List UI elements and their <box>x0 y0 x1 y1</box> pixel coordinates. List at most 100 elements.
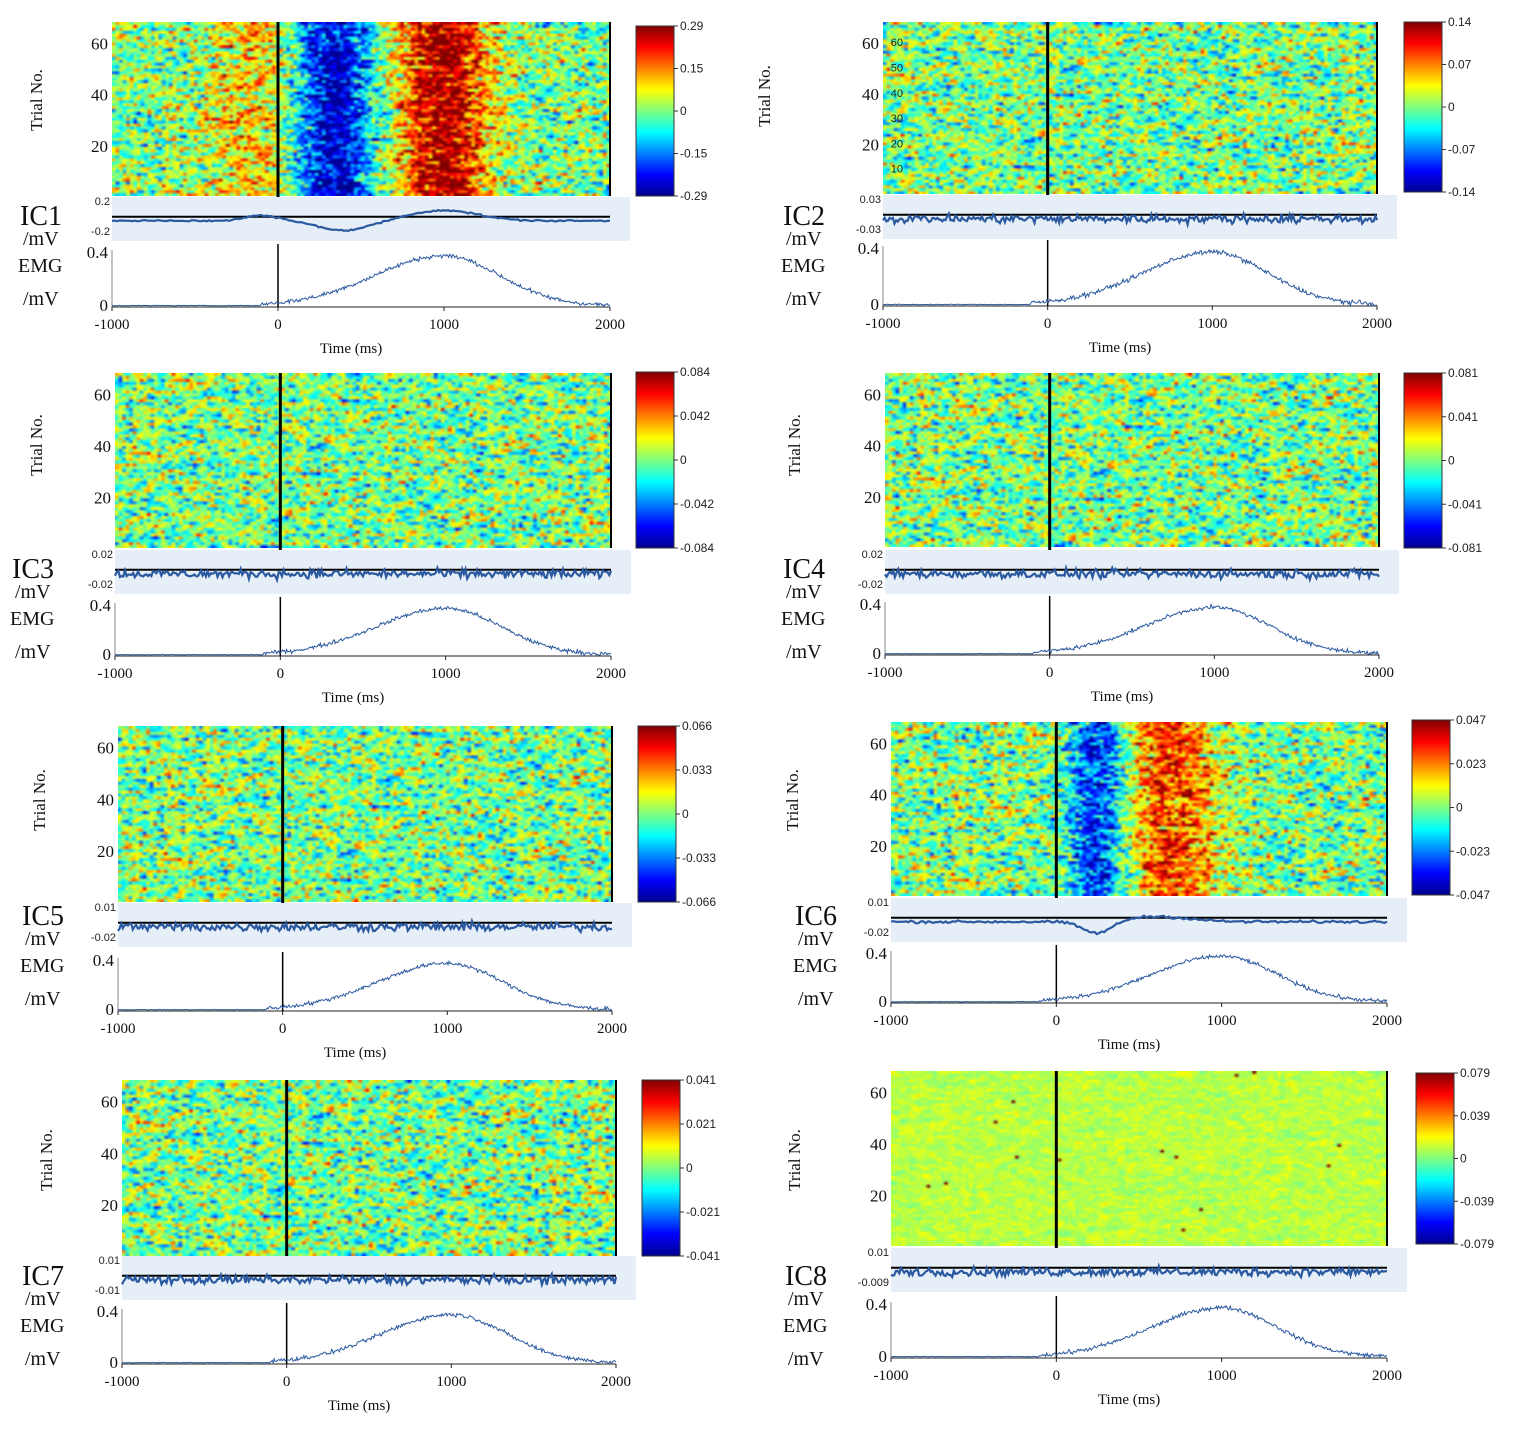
time-tick-label: -1000 <box>95 317 130 333</box>
time-axis-label: Time (ms) <box>320 341 382 357</box>
component-label: IC5 <box>22 901 64 932</box>
time-tick-label: 1000 <box>431 666 461 682</box>
time-tick-label: 1000 <box>432 1021 462 1037</box>
trial-axis-label: Trial No. <box>783 769 802 831</box>
erp-tick-label: 0.01 <box>99 1255 120 1267</box>
erp-tick-label: -0.02 <box>91 932 116 944</box>
trial-tick-label: 60 <box>870 1084 887 1103</box>
emg-tick-label: 0 <box>873 644 882 663</box>
colorbar-tick-label: 0 <box>680 453 687 467</box>
panel-ic6: Trial No. 60 40 20 0.047 0.023 0 -0.023 -0.047 0.… <box>783 713 1490 1053</box>
time-tick-label: 0 <box>1044 316 1052 332</box>
colorbar-tick-label: -0.081 <box>1448 541 1482 555</box>
emg-label: EMG <box>781 255 825 277</box>
colorbar-tick-label: 0 <box>1460 1152 1467 1166</box>
erp-tick-label: 0.02 <box>862 549 883 561</box>
panel-ic8: Trial No. 60 40 20 0.079 0.039 0 -0.039 -0.079 0.… <box>783 1066 1494 1408</box>
erp-background <box>883 195 1397 239</box>
time-tick-label: 0 <box>1053 1013 1061 1029</box>
erp-tick-label: 0.01 <box>868 1247 889 1259</box>
time-tick-label: 2000 <box>1364 665 1394 681</box>
colorbar <box>1403 21 1443 193</box>
colorbar-tick-label: 0.066 <box>682 719 712 733</box>
emg-tick-label: 0 <box>879 1347 888 1366</box>
emg-tick-label: 0 <box>106 1000 115 1019</box>
trial-axis-label: Trial No. <box>27 69 46 131</box>
emg-trace <box>117 960 613 1012</box>
colorbar-tick-label: -0.039 <box>1460 1194 1494 1208</box>
trial-tick-label: 60 <box>97 739 114 758</box>
trial-axis-label: Trial No. <box>30 769 49 831</box>
colorbar-tick-label: 0 <box>1448 454 1455 468</box>
time-tick-label: 0 <box>283 1374 291 1390</box>
trial-axis-label: Trial No. <box>785 1129 804 1191</box>
emg-tick-label: 0.4 <box>90 596 112 615</box>
panel-ic2: Trial No. 60 40 20 60 50 40 30 20 10 0.14 0.07 0 -0.0… <box>755 15 1476 356</box>
colorbar-tick-label: -0.066 <box>682 895 716 909</box>
erp-tick-label: -0.02 <box>88 579 113 591</box>
colorbar-tick-label: -0.15 <box>680 147 708 161</box>
trial-heatmap <box>885 373 1379 547</box>
colorbar-tick-label: -0.033 <box>682 851 716 865</box>
colorbar <box>641 1079 681 1257</box>
time-tick-label: 2000 <box>595 317 625 333</box>
erp-tick-label: 0.01 <box>868 897 889 909</box>
trial-heatmap <box>122 1080 616 1256</box>
erp-trace <box>121 1270 618 1289</box>
emg-unit-label: /mV <box>798 988 834 1010</box>
time-tick-label: 0 <box>277 666 285 682</box>
time-axis-label: Time (ms) <box>1091 689 1153 705</box>
erp-trace <box>114 564 613 584</box>
emg-unit-label: /mV <box>786 288 822 310</box>
panel-ic3: Trial No. 60 40 20 0.084 0.042 0 -0.042 -0.084 0.… <box>10 365 714 706</box>
emg-unit-label: /mV <box>786 641 822 663</box>
colorbar <box>1403 372 1443 549</box>
trial-tick-label: 40 <box>101 1144 118 1163</box>
time-axis-label: Time (ms) <box>1089 340 1151 356</box>
colorbar-tick-label: 0 <box>1456 801 1463 815</box>
trial-axis-label: Trial No. <box>785 414 804 476</box>
colorbar-tick-label: 0.29 <box>680 19 704 33</box>
time-tick-label: -1000 <box>866 316 901 332</box>
panel-ic5: Trial No. 60 40 20 0.066 0.033 0 -0.033 -0.066 0.… <box>20 719 716 1061</box>
trial-tick-label: 20 <box>870 837 887 856</box>
erp-tick-label: 0.02 <box>92 549 113 561</box>
component-label: IC6 <box>795 901 837 932</box>
trial-tick-label: 40 <box>862 85 879 104</box>
emg-tick-label: 0 <box>879 992 888 1011</box>
time-tick-label: 2000 <box>1372 1368 1402 1384</box>
component-label: IC1 <box>20 201 62 232</box>
component-unit-label: /mV <box>23 228 59 250</box>
time-tick-label: 1000 <box>429 317 459 333</box>
trial-tick-label: 40 <box>870 786 887 805</box>
erp-trace <box>884 563 1380 584</box>
colorbar-tick-label: -0.041 <box>686 1249 720 1263</box>
trial-tick-label: 20 <box>97 842 114 861</box>
time-tick-label: -1000 <box>101 1021 136 1037</box>
erp-tick-label: -0.02 <box>864 927 889 939</box>
emg-unit-label: /mV <box>23 288 59 310</box>
time-tick-label: -1000 <box>98 666 133 682</box>
colorbar-tick-label: 0.023 <box>1456 757 1486 771</box>
trial-tick-label: 40 <box>94 437 111 456</box>
trial-tick-label: 20 <box>864 488 881 507</box>
colorbar-tick-label: 0.039 <box>1460 1109 1490 1123</box>
colorbar-tick-label: -0.042 <box>680 497 714 511</box>
emg-unit-label: /mV <box>15 641 51 663</box>
emg-tick-label: 0 <box>871 295 880 314</box>
emg-unit-label: /mV <box>25 988 61 1010</box>
colorbar-tick-label: 0 <box>680 104 687 118</box>
trial-tick-label: 20 <box>101 1196 118 1215</box>
time-tick-label: 1000 <box>436 1374 466 1390</box>
colorbar-tick-label: -0.041 <box>1448 497 1482 511</box>
trial-tick-label: 40 <box>97 790 114 809</box>
time-tick-label: -1000 <box>874 1368 909 1384</box>
component-label: IC8 <box>785 1261 827 1292</box>
colorbar-tick-label: 0.081 <box>1448 366 1478 380</box>
emg-tick-label: 0.4 <box>860 595 882 614</box>
emg-unit-label: /mV <box>25 1348 61 1370</box>
panel-ic1: Trial No. 60 40 20 0.29 0.15 0 -0.15 -0.29 0.2 -0.… <box>18 19 708 357</box>
colorbar <box>635 25 675 197</box>
erp-trace <box>890 914 1388 936</box>
